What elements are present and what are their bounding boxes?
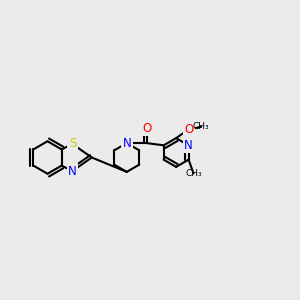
Text: O: O [184,123,193,136]
Text: CH₃: CH₃ [185,169,202,178]
Text: N: N [122,136,131,150]
Text: S: S [69,137,76,151]
Text: CH₃: CH₃ [193,122,209,131]
Text: N: N [68,164,77,178]
Text: N: N [184,139,193,152]
Text: O: O [142,122,152,135]
